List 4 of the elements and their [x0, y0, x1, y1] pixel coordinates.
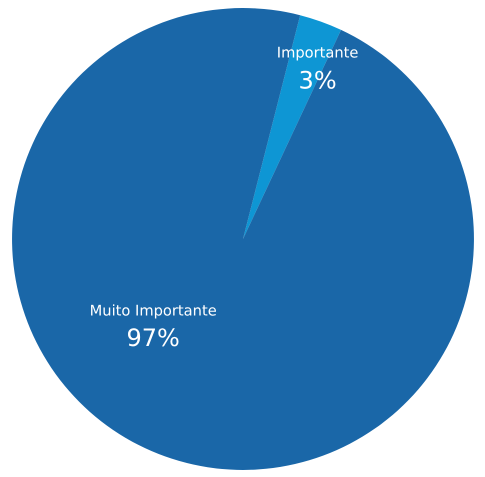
- slice-label: Muito Importante: [90, 302, 217, 320]
- data-label: 3%: [298, 66, 337, 94]
- data-label: 97%: [126, 324, 180, 352]
- slice-label: Importante: [276, 44, 358, 62]
